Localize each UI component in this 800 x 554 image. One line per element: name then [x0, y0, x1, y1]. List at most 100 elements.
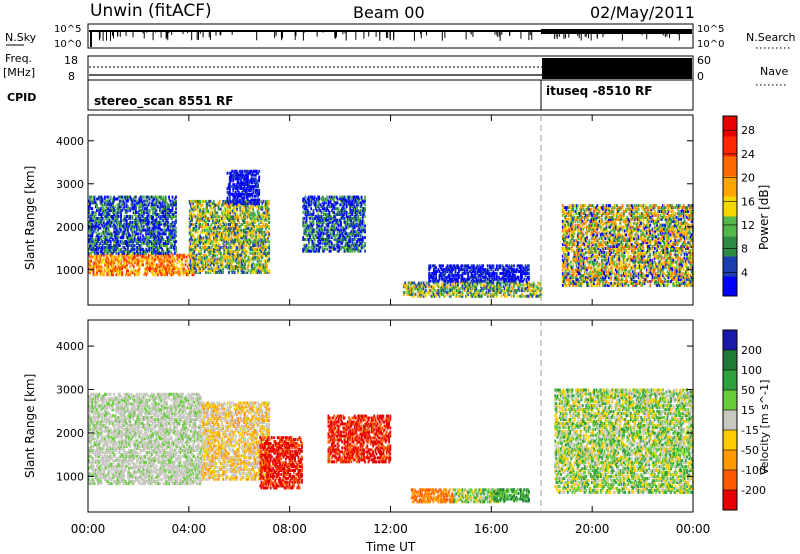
data-cell	[132, 205, 135, 209]
data-cell	[160, 259, 163, 263]
data-cell	[188, 223, 191, 226]
data-cell	[149, 195, 152, 199]
data-cell	[203, 219, 206, 223]
data-cell	[125, 234, 128, 238]
data-cell	[128, 215, 130, 218]
data-cell	[230, 246, 233, 249]
data-cell	[150, 267, 152, 271]
data-cell	[88, 267, 90, 271]
data-cell	[226, 259, 229, 263]
data-cell	[226, 217, 229, 221]
data-cell	[161, 236, 164, 240]
data-cell	[206, 238, 208, 242]
data-cell	[97, 234, 99, 238]
data-cell	[164, 271, 166, 275]
data-cell	[219, 246, 222, 249]
data-cell	[230, 249, 233, 253]
data-cell	[173, 201, 176, 205]
data-cell	[208, 217, 211, 221]
data-cell	[144, 253, 147, 257]
data-cell	[192, 273, 195, 277]
data-cell	[324, 226, 326, 230]
data-cell	[93, 255, 96, 259]
data-cell	[90, 216, 93, 220]
data-cell	[198, 223, 200, 226]
data-cell	[93, 226, 96, 230]
data-cell	[194, 223, 197, 226]
data-cell	[228, 211, 230, 215]
data-cell	[225, 213, 228, 217]
data-cell	[157, 251, 160, 255]
data-cell	[172, 230, 175, 234]
data-cell	[120, 261, 122, 265]
data-cell	[224, 209, 227, 213]
data-cell	[176, 271, 179, 275]
data-cell	[206, 232, 208, 236]
data-cell	[115, 230, 118, 234]
data-cell	[195, 263, 198, 267]
data-cell	[125, 203, 128, 207]
data-cell	[143, 211, 145, 215]
data-cell	[196, 217, 199, 221]
data-cell	[103, 273, 105, 277]
data-cell	[121, 199, 123, 203]
data-cell	[228, 215, 230, 219]
data-cell	[138, 244, 141, 247]
data-cell	[211, 219, 214, 223]
data-cell	[243, 251, 245, 255]
data-cell	[164, 207, 167, 211]
data-cell	[136, 224, 138, 228]
data-cell	[120, 263, 122, 267]
data-cell	[240, 253, 243, 257]
data-cell	[173, 265, 175, 269]
data-cell	[225, 203, 228, 207]
data-cell	[122, 263, 125, 267]
data-cell	[115, 249, 118, 253]
data-cell	[129, 197, 132, 201]
data-cell	[101, 259, 104, 263]
data-cell	[215, 211, 218, 215]
data-cell	[166, 271, 169, 275]
data-cell	[173, 220, 176, 224]
data-cell	[234, 223, 237, 226]
data-cell	[172, 261, 174, 265]
data-cell	[111, 259, 113, 263]
data-cell	[243, 244, 245, 248]
data-cell	[240, 217, 243, 221]
data-cell	[115, 255, 118, 259]
data-cell	[125, 244, 128, 247]
data-cell	[243, 240, 245, 244]
data-cell	[116, 213, 119, 216]
data-cell	[230, 217, 233, 221]
data-cell	[232, 242, 235, 246]
data-cell	[178, 273, 181, 277]
data-cell	[459, 287, 462, 291]
data-cell	[154, 249, 157, 253]
data-cell	[106, 218, 109, 222]
data-cell	[120, 242, 122, 245]
data-cell	[206, 205, 208, 209]
data-cell	[100, 195, 103, 199]
data-cell	[313, 228, 316, 232]
data-cell	[105, 263, 108, 267]
data-cell	[236, 213, 238, 217]
data-cell	[107, 249, 110, 253]
data-cell	[151, 249, 153, 253]
data-cell	[132, 209, 135, 213]
data-cell	[109, 236, 112, 240]
data-cell	[258, 198, 261, 202]
data-cell	[201, 261, 204, 265]
data-cell	[258, 175, 261, 179]
data-cell	[162, 230, 165, 234]
data-cell	[185, 259, 188, 263]
data-cell	[127, 226, 129, 230]
data-cell	[141, 195, 144, 199]
data-cell	[162, 263, 165, 267]
data-cell	[167, 205, 169, 209]
data-cell	[238, 244, 241, 248]
data-cell	[129, 238, 132, 242]
data-cell	[163, 215, 166, 218]
data-cell	[93, 216, 96, 220]
data-cell	[171, 207, 174, 211]
data-cell	[149, 215, 152, 218]
